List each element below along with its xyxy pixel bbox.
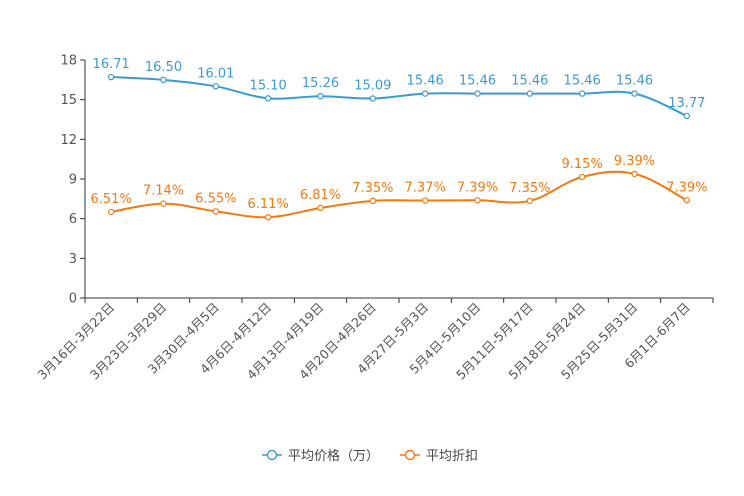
data-label: 6.81% [300,188,341,203]
legend-label: 平均价格（万） [288,448,379,464]
data-label: 9.39% [614,154,655,169]
y-tick-label: 0 [69,292,77,307]
data-point[interactable] [369,95,377,102]
data-point[interactable] [526,197,534,205]
data-label: 6.11% [248,197,289,212]
data-point[interactable] [160,200,167,207]
data-point[interactable] [683,197,691,204]
data-label: 13.77 [668,96,705,111]
data-label: 7.35% [509,181,550,196]
y-tick-label: 6 [69,212,77,227]
data-label: 15.09 [354,78,391,93]
data-point[interactable] [631,170,638,178]
data-label: 15.46 [564,74,601,89]
y-tick-label: 18 [60,54,77,69]
data-labels: 16.71 16.50 16.01 15.10 15.26 15.09 15.46 15.46… [91,57,708,212]
data-point[interactable] [107,208,115,216]
legend-item-1[interactable]: 平均折扣 [400,449,478,464]
legend-label: 平均折扣 [426,449,478,464]
data-point[interactable] [212,208,220,215]
data-point[interactable] [421,197,429,204]
data-label: 6.51% [91,192,132,207]
data-label: 7.37% [405,181,446,196]
data-point[interactable] [212,83,220,90]
data-label: 7.35% [352,181,393,196]
data-label: 15.46 [616,74,653,89]
y-tick-label: 9 [69,173,77,188]
y-tick-label: 12 [60,133,77,148]
data-label: 15.10 [250,78,287,93]
data-point[interactable] [474,197,481,204]
y-tick-label: 15 [60,93,77,108]
data-label: 7.39% [666,180,707,195]
legend-marker-icon [404,449,416,461]
data-label: 15.26 [302,76,339,91]
legend-item-0[interactable]: 平均价格（万） [262,448,379,464]
legend-marker-icon [266,449,278,461]
series-lines [107,73,691,221]
y-tick-label: 3 [69,252,77,267]
data-point[interactable] [317,93,324,100]
data-point[interactable] [683,112,691,120]
series-line-0 [111,76,688,117]
legend[interactable]: 平均价格（万） 平均折扣 [262,448,478,464]
data-point[interactable] [631,90,638,97]
data-label: 16.01 [197,66,234,81]
data-label: 9.15% [562,157,603,172]
data-point[interactable] [264,95,272,102]
data-point[interactable] [317,204,324,212]
y-axis-ticks: 0 3 6 9 12 15 18 [60,54,85,307]
data-point[interactable] [578,173,586,181]
data-label: 15.46 [407,74,444,89]
data-point[interactable] [578,90,586,97]
data-label: 6.55% [195,191,236,206]
data-point[interactable] [474,90,481,97]
data-point[interactable] [107,73,115,81]
data-point[interactable] [160,76,167,84]
data-label: 7.14% [143,184,184,199]
data-label: 15.46 [459,74,496,89]
data-label: 16.71 [93,57,130,72]
data-point[interactable] [369,197,377,205]
data-point[interactable] [526,90,534,97]
data-point[interactable] [264,214,272,221]
data-label: 7.39% [457,180,498,195]
x-axis-ticks: 3月16日-3月22日3月23日-3月29日3月30日-4月5日4月6日-4月1… [34,298,714,382]
series-line-1 [111,170,688,219]
data-label: 15.46 [511,74,548,89]
data-label: 16.50 [145,60,182,75]
data-point[interactable] [421,90,429,97]
